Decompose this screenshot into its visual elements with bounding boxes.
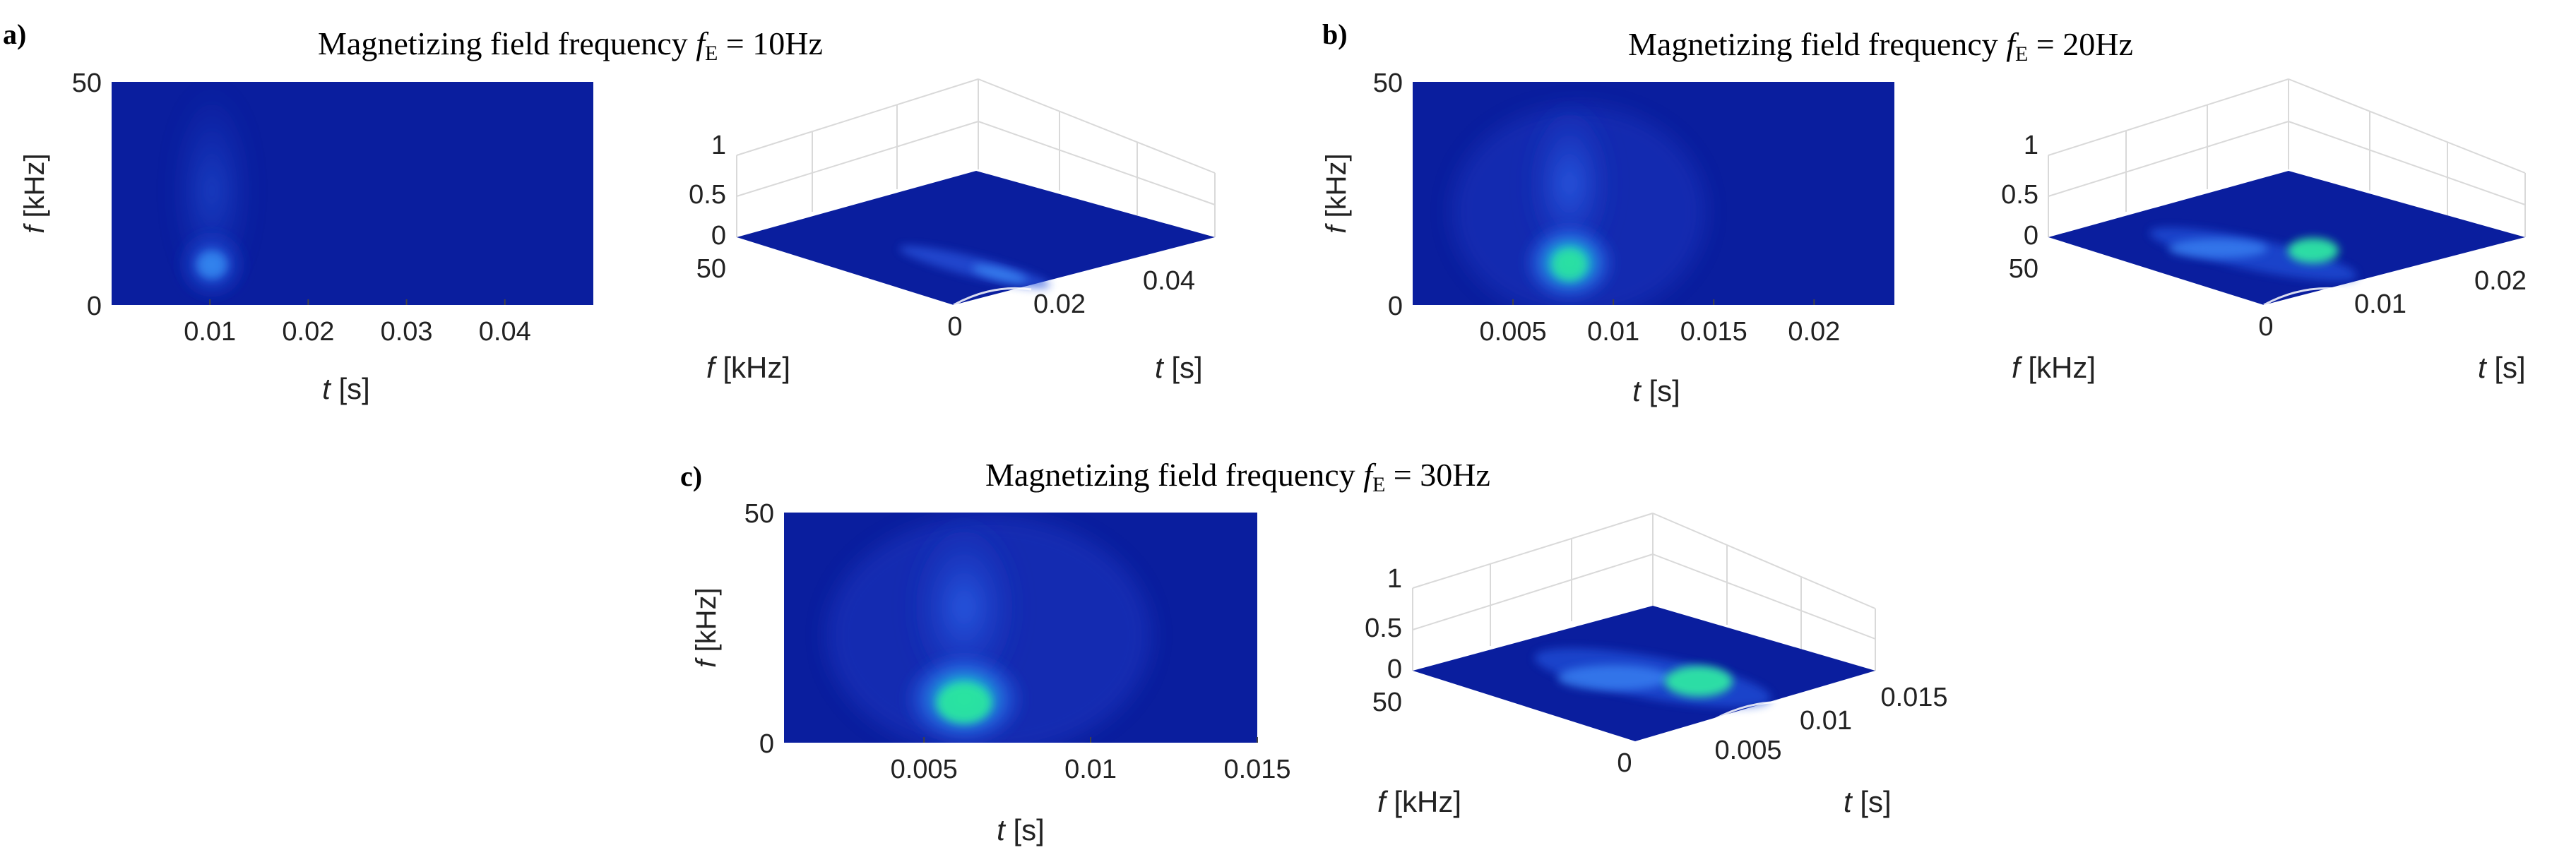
surface-a-xlabel: t [s] xyxy=(1155,351,1203,384)
heatmap-a-intensity xyxy=(170,85,254,304)
surface-a-ztick-label: 0.5 xyxy=(689,180,726,210)
surface-b-ztick-label: 0.5 xyxy=(2001,180,2038,210)
surface-c-intensity xyxy=(1534,648,1795,722)
surface-a-xtick-label: 0.04 xyxy=(1143,266,1195,296)
heatmap-b-ytick-label: 0 xyxy=(1388,292,1403,321)
heatmap-c-ytick-label: 50 xyxy=(744,499,774,529)
surface-b-xlabel: t [s] xyxy=(2478,351,2526,384)
heatmap-b-ticks: 0.005 0.01 0.015 0.02 0 50 xyxy=(1373,68,1841,347)
heatmap-b-xtick-label: 0.005 xyxy=(1480,317,1547,347)
surface-b-ztick-label: 1 xyxy=(2024,131,2038,160)
heatmap-a-ytick-label: 0 xyxy=(87,292,102,321)
surface-b-floor xyxy=(2048,171,2525,305)
surface-a-intensity xyxy=(899,246,1050,306)
surface-a-ztick-label: 1 xyxy=(711,131,726,160)
surface-c-ztick-label: 0 xyxy=(1387,654,1402,684)
heatmap-a-ytick-label: 50 xyxy=(72,68,102,98)
surface-b-ylabel: f [kHz] xyxy=(2012,351,2096,384)
surface-c: 0 0.5 1 50 0.005 0.01 0.015 0 f [kHz] t [s] xyxy=(1365,513,1948,818)
heatmap-c-xlabel: t [s] xyxy=(997,813,1045,846)
surface-a-ylabel: f [kHz] xyxy=(706,351,790,384)
surface-a-floor xyxy=(737,171,1215,305)
surface-a-xtick-label: 0.02 xyxy=(1033,289,1086,319)
surface-b-ztick-label: 0 xyxy=(2024,221,2038,251)
panel-b-title: Magnetizing field frequency fE = 20Hz xyxy=(1628,26,2133,66)
heatmap-c-intensity xyxy=(826,515,1151,743)
panel-a-title: Magnetizing field frequency fE = 10Hz xyxy=(318,25,823,65)
heatmap-b-ylabel: f [kHz] xyxy=(1321,153,1352,233)
panel-c-title: Magnetizing field frequency fE = 30Hz xyxy=(985,457,1490,496)
heatmap-a-xlabel: t [s] xyxy=(322,372,370,405)
heatmap-b-xlabel: t [s] xyxy=(1632,374,1680,407)
heatmap-c-xtick-label: 0.005 xyxy=(891,755,958,784)
surface-c-xtick-label: 0.015 xyxy=(1880,683,1947,712)
panel-c-label: c) xyxy=(680,460,702,492)
heatmap-a-xtick-label: 0.02 xyxy=(282,317,334,347)
heatmap-b: 0.005 0.01 0.015 0.02 0 50 f [kHz] t [s] xyxy=(1321,68,1894,407)
surface-c-ticks: 0 0.5 1 50 0.005 0.01 0.015 0 xyxy=(1365,564,1947,778)
surface-b-intensity xyxy=(2149,227,2357,306)
surface-c-ztick-label: 0.5 xyxy=(1365,613,1402,643)
surface-c-ylabel: f [kHz] xyxy=(1377,785,1461,818)
heatmap-c: 0.005 0.01 0.015 0 50 f [kHz] t [s] xyxy=(691,499,1291,846)
heatmap-c-ytick-label: 0 xyxy=(759,729,774,759)
heatmap-a-ylabel: f [kHz] xyxy=(19,153,50,233)
heatmap-b-xtick-label: 0.02 xyxy=(1788,317,1840,347)
panel-a-label: a) xyxy=(3,18,26,50)
surface-b-xtick-label: 0.02 xyxy=(2474,266,2527,296)
surface-b-xtick-label: 0.01 xyxy=(2354,289,2406,319)
panel-c: c) Magnetizing field frequency fE = 30Hz… xyxy=(680,457,1948,846)
surface-c-origin-label: 0 xyxy=(1617,748,1632,778)
surface-a-ztick-label: 0 xyxy=(711,221,726,251)
surface-c-ytick-label: 50 xyxy=(1372,688,1402,717)
surface-c-xlabel: t [s] xyxy=(1844,785,1892,818)
heatmap-a-xtick-label: 0.01 xyxy=(184,317,236,347)
panel-b-label: b) xyxy=(1322,18,1348,50)
surface-b-xtick-label: 0 xyxy=(2258,312,2273,342)
surface-c-box xyxy=(1412,513,1876,671)
surface-c-ztick-label: 1 xyxy=(1387,564,1402,594)
surface-a-box xyxy=(736,78,1216,237)
heatmap-a-ticks: 0.01 0.02 0.03 0.04 0 50 xyxy=(72,68,531,347)
surface-b-box xyxy=(2048,78,2526,237)
heatmap-b-xtick-label: 0.01 xyxy=(1587,317,1639,347)
heatmap-c-ylabel: f [kHz] xyxy=(691,587,722,667)
heatmap-c-ticks: 0.005 0.01 0.015 0 50 xyxy=(744,499,1291,784)
panel-a: a) Magnetizing field frequency fE = 10Hz… xyxy=(3,18,1216,405)
heatmap-a-xtick-label: 0.04 xyxy=(479,317,531,347)
surface-c-xtick-label: 0.01 xyxy=(1800,706,1852,736)
panel-b: b) Magnetizing field frequency fE = 20Hz… xyxy=(1321,18,2527,407)
heatmap-b-xtick-label: 0.015 xyxy=(1680,317,1747,347)
heatmap-c-xtick-label: 0.015 xyxy=(1223,755,1290,784)
surface-b-ytick-label: 50 xyxy=(2009,254,2038,284)
heatmap-c-xtick-label: 0.01 xyxy=(1064,755,1117,784)
surface-c-xtick-label: 0.005 xyxy=(1714,736,1781,765)
heatmap-b-intensity xyxy=(1452,99,1706,305)
heatmap-b-ytick-label: 50 xyxy=(1373,68,1403,98)
heatmap-a: 0.01 0.02 0.03 0.04 0 50 f [kHz] t [s] xyxy=(19,68,593,405)
surface-a-xtick-label: 0 xyxy=(947,312,962,342)
surface-a-ytick-label: 50 xyxy=(696,254,726,284)
heatmap-a-xtick-label: 0.03 xyxy=(381,317,433,347)
